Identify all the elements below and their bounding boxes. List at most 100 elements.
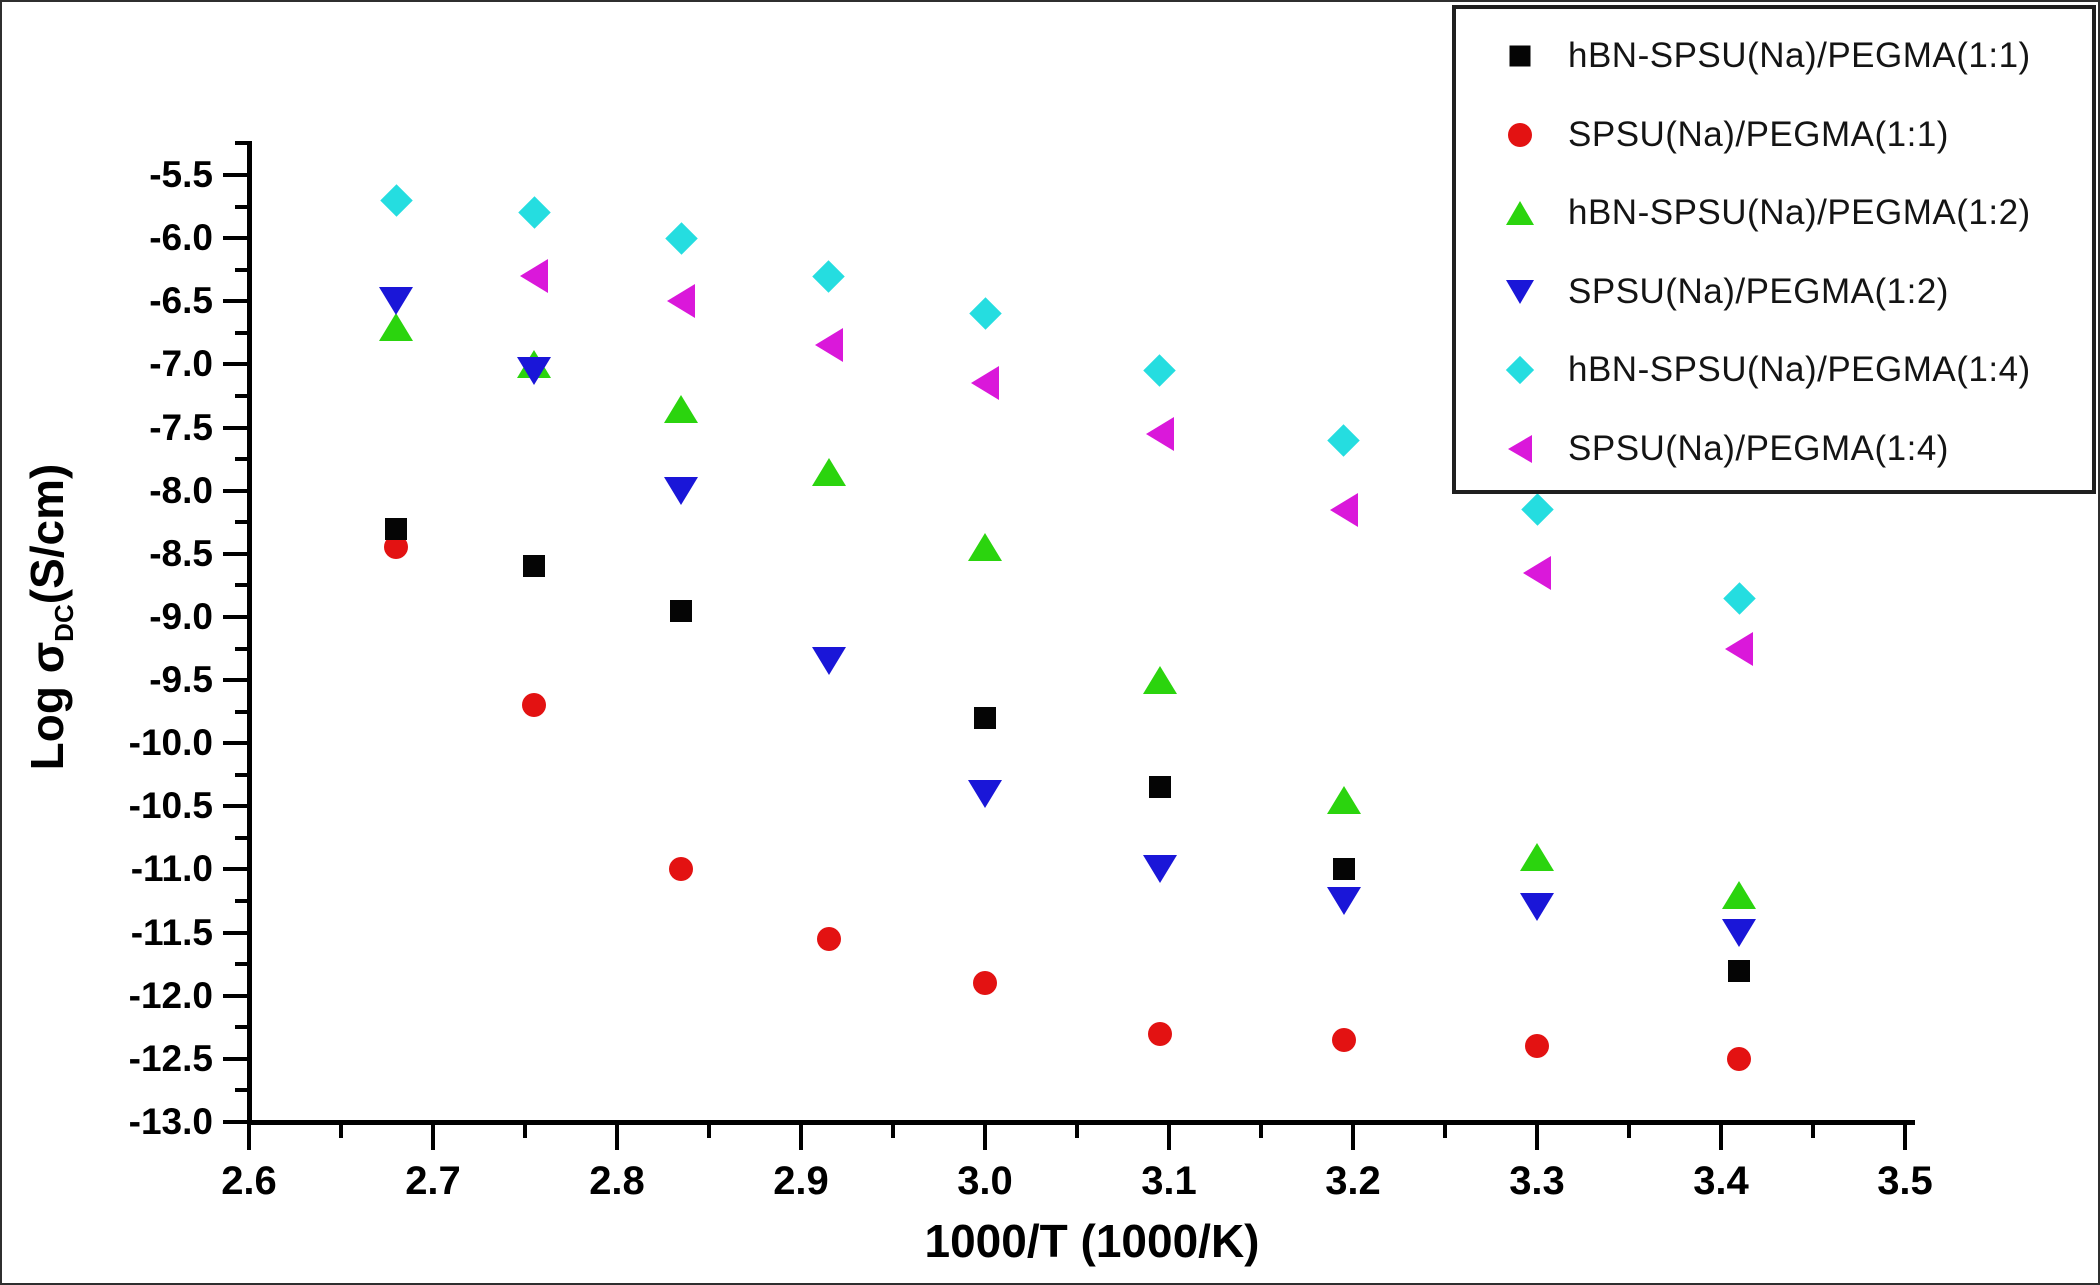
data-point-series-1 [522,693,547,718]
x-minor-tick [339,1123,343,1138]
data-point-series-4 [379,287,414,316]
y-major-tick [223,236,249,241]
y-minor-tick [235,962,249,967]
legend-label: SPSU(Na)/PEGMA(1:2) [1568,271,1949,311]
y-minor-tick [235,899,249,904]
y-tick-label: -6.0 [149,217,213,259]
data-point-series-4 [1142,855,1177,884]
y-tick-label: -8.5 [149,532,213,574]
x-tick-label: 3.2 [1325,1159,1381,1203]
data-point-series-4 [968,779,1002,808]
x-major-tick [1167,1123,1171,1150]
x-major-tick [1903,1123,1907,1150]
y-major-tick [223,488,249,493]
x-minor-tick [891,1123,895,1138]
legend-item: hBN-SPSU(Na)/PEGMA(1:2) [1456,174,2092,252]
y-major-tick [223,867,249,872]
legend-item: SPSU(Na)/PEGMA(1:2) [1456,253,2092,331]
y-tick-label: -11.5 [130,911,213,953]
x-minor-tick [1443,1123,1447,1138]
tri-down-icon [1498,279,1542,336]
square-glyph [1509,45,1531,67]
y-major-tick [223,678,249,683]
y-major-tick [223,362,249,367]
x-tick-label: 3.5 [1877,1159,1933,1203]
data-point-series-2 [1520,842,1554,871]
y-tick-label: -12.5 [128,1037,213,1079]
data-point-series-2 [811,457,846,486]
y-tick-label: -9.0 [149,595,213,637]
y-axis-line [247,141,252,1125]
x-major-tick [1719,1123,1723,1150]
y-major-tick [223,614,249,619]
y-tick-label: -7.5 [149,406,213,448]
y-major-tick [223,299,249,304]
data-point-series-6 [971,366,999,401]
y-minor-tick [235,1025,249,1030]
x-major-tick [1535,1123,1539,1150]
legend-label: SPSU(Na)/PEGMA(1:4) [1568,428,1949,468]
y-axis-title-prefix: Log σ [21,641,73,771]
data-point-series-4 [811,647,846,676]
data-point-series-5 [1143,354,1177,387]
data-point-series-6 [520,259,549,294]
y-tick-label: -11.0 [130,848,213,890]
y-tick-label: -6.5 [149,280,213,322]
y-major-tick [223,551,249,556]
y-minor-tick [235,520,249,525]
y-tick-label: -10.0 [128,722,213,764]
data-point-series-6 [667,284,696,319]
x-axis-title: 1000/T (1000/K) [924,1215,1260,1267]
x-minor-tick [523,1123,527,1138]
y-axis-title-suffix: (S/cm) [21,463,73,605]
data-point-series-2 [1722,880,1757,909]
x-minor-tick [1627,1123,1631,1138]
x-axis-line [247,1120,1915,1125]
y-tick-label: -10.5 [128,785,213,827]
data-point-series-4 [1722,918,1757,947]
data-point-series-5 [812,259,845,293]
legend-label: hBN-SPSU(Na)/PEGMA(1:2) [1568,193,2031,232]
data-point-series-1 [1525,1034,1549,1059]
data-point-series-5 [1723,581,1756,615]
y-tick-label: -13.0 [128,1101,213,1143]
y-minor-tick [235,709,249,714]
y-major-tick [223,173,249,177]
y-minor-tick [235,457,249,462]
y-major-tick [223,804,249,809]
y-axis-title: Log σDC(S/cm) [20,387,80,847]
legend-item: SPSU(Na)/PEGMA(1:1) [1456,96,2092,174]
y-major-tick [223,993,249,998]
legend-item: hBN-SPSU(Na)/PEGMA(1:1) [1456,17,2092,95]
x-tick-label: 2.8 [589,1159,645,1203]
x-major-tick [983,1123,987,1150]
x-minor-tick [1259,1123,1263,1138]
data-point-series-1 [816,926,841,951]
x-tick-label: 3.0 [957,1159,1013,1203]
legend-label: hBN-SPSU(Na)/PEGMA(1:4) [1568,350,2031,389]
y-major-tick [223,930,249,935]
data-point-series-2 [664,394,699,423]
y-axis-title-subscript: DC [49,604,79,642]
y-major-tick [223,1056,249,1061]
data-point-series-5 [517,196,551,230]
x-major-tick [431,1123,435,1150]
x-major-tick [1351,1123,1355,1150]
x-major-tick [799,1123,803,1150]
x-tick-label: 3.3 [1509,1159,1565,1203]
data-point-series-3 [523,555,546,578]
y-minor-tick [235,835,249,840]
diamond-glyph [1505,355,1535,385]
data-point-series-3 [385,517,408,540]
data-point-series-1 [1331,1027,1356,1052]
y-tick-label: -12.0 [128,974,213,1016]
data-point-series-5 [379,183,413,217]
y-minor-tick [235,772,249,777]
data-point-series-2 [1326,786,1361,815]
data-point-series-2 [379,312,414,341]
y-tick-label: -9.5 [149,659,213,701]
data-point-series-2 [968,533,1002,562]
tri-up-icon [1498,201,1542,257]
data-point-series-3 [1728,959,1751,982]
